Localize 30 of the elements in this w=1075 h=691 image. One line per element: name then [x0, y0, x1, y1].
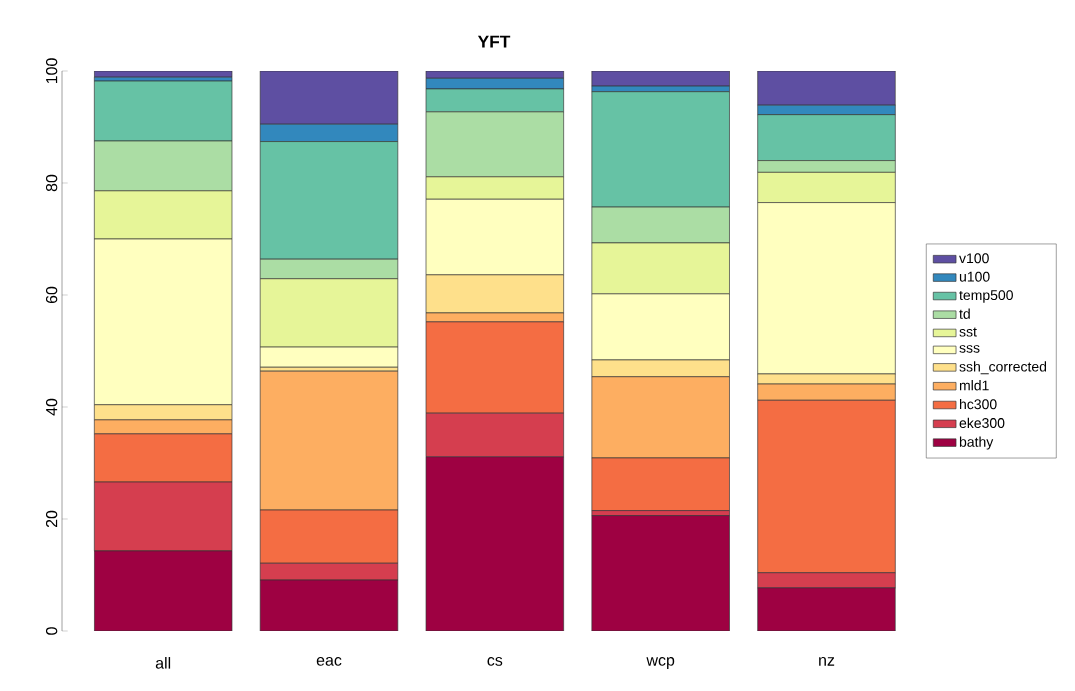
legend-label: eke300	[959, 417, 1005, 429]
legend-label: ssh_corrected	[959, 361, 1047, 375]
legend-label: hc300	[959, 398, 997, 410]
bar	[94, 550, 232, 631]
y-tick-label: 80	[45, 174, 58, 192]
legend-label: td	[959, 308, 970, 319]
y-tick-label: 60	[45, 286, 58, 304]
y-tick-label: 100	[45, 58, 58, 84]
bar	[757, 587, 896, 631]
x-tick-label: wcp	[646, 657, 675, 669]
x-tick-label: all	[155, 657, 171, 669]
legend-label: sss	[959, 345, 980, 353]
bar	[259, 70, 399, 125]
chart-title: YFT	[477, 35, 511, 48]
y-tick-label: 40	[45, 398, 58, 416]
legend-label: sst	[959, 327, 977, 337]
legend-label: u100	[959, 271, 990, 282]
x-tick-label: cs	[487, 657, 503, 666]
legend-label: mld1	[959, 380, 989, 391]
y-tick-label: 0	[45, 627, 58, 635]
bar	[757, 70, 896, 106]
x-tick-label: eac	[316, 657, 342, 666]
legend-label: v100	[959, 253, 989, 264]
legend-label: temp500	[959, 290, 1013, 303]
bar	[591, 515, 730, 631]
bar	[260, 580, 398, 631]
y-tick-label: 20	[45, 510, 58, 528]
bar	[426, 456, 564, 631]
x-tick-label: nz	[819, 657, 835, 666]
legend-label: bathy	[959, 436, 994, 450]
